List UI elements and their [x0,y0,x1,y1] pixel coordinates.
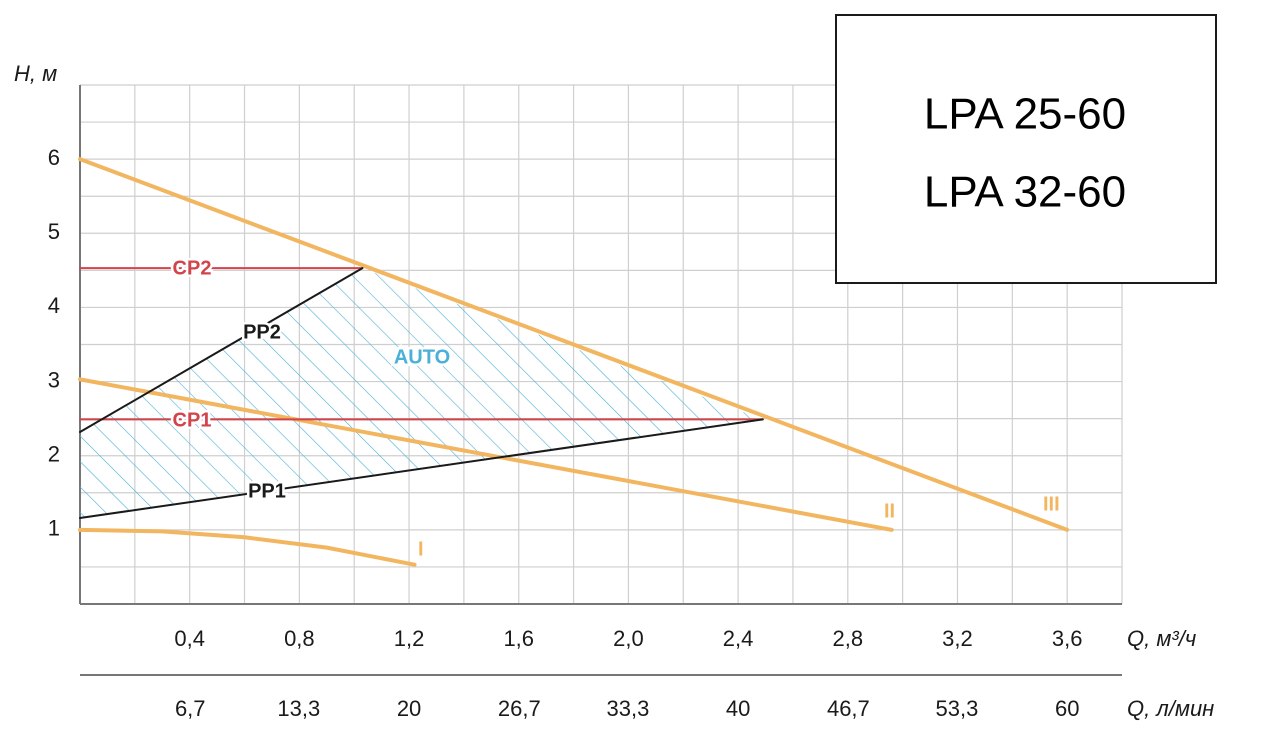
x2-axis-label: Q, л/мин [1127,696,1214,721]
auto-region [80,268,763,518]
y-tick-label: 6 [48,145,60,170]
y-tick-label: 3 [48,367,60,392]
model-name: LPA 25-60 [924,90,1126,139]
x-tick-label: 1,6 [503,626,534,651]
x2-tick-label: 6,7 [175,696,206,721]
y-axis-label: H, м [14,61,57,86]
x2-tick-label: 46,7 [827,696,870,721]
x-tick-label: 0,4 [174,626,205,651]
y-tick-label: 5 [48,219,60,244]
series-label: II [884,500,895,522]
x-tick-label: 2,0 [613,626,644,651]
series-label: I [418,538,424,560]
x2-tick-label: 20 [397,696,421,721]
y-tick-label: 1 [48,516,60,541]
series-label: III [1043,493,1060,515]
x-tick-label: 3,6 [1052,626,1083,651]
x-tick-label: 2,8 [832,626,863,651]
series-line [78,377,894,532]
region-label: AUTO [394,346,450,368]
series-line [79,418,764,519]
x-axis-label: Q, м³/ч [1127,626,1196,651]
x2-tick-label: 53,3 [936,696,979,721]
series-line [78,527,417,567]
series-line [79,267,364,433]
x2-tick-label: 60 [1055,696,1079,721]
series-label: CP2 [173,257,212,279]
x-tick-label: 0,8 [284,626,315,651]
x-tick-label: 2,4 [723,626,754,651]
series-label: PP2 [243,321,281,343]
x-tick-label: 3,2 [942,626,973,651]
x2-tick-label: 13,3 [277,696,320,721]
y-tick-label: 2 [48,442,60,467]
x2-tick-label: 33,3 [606,696,649,721]
series-label: CP1 [173,409,212,431]
model-box [835,14,1217,284]
model-name: LPA 32-60 [924,168,1126,217]
series-label: PP1 [248,480,286,502]
x2-tick-label: 40 [726,696,750,721]
x2-tick-label: 26,7 [498,696,541,721]
x-tick-label: 1,2 [394,626,425,651]
series-line [78,157,1070,532]
y-tick-label: 4 [48,293,60,318]
